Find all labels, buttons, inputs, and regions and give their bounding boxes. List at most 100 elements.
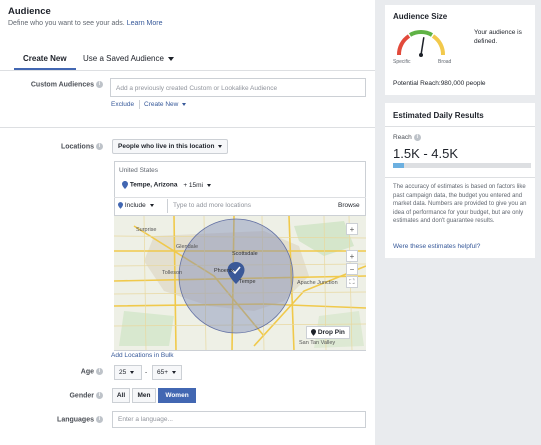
languages-label: Languages i [13, 416, 103, 423]
zoom-in-button[interactable]: + [346, 250, 358, 262]
gauge-yellow-segment [431, 34, 445, 56]
gender-label-text: Gender [69, 392, 94, 400]
location-city: Tempe, Arizona [129, 181, 178, 189]
location-entry[interactable]: Tempe, Arizona + 15mi [122, 181, 212, 189]
gauge-red-segment [397, 34, 411, 56]
audience-size-title: Audience Size [393, 12, 448, 21]
info-icon[interactable]: i [96, 81, 103, 88]
reach-value: 1.5K - 4.5K [393, 146, 459, 161]
reach-bar-fill [393, 163, 405, 168]
location-filter-label: People who live in this location [118, 143, 215, 150]
audience-title: Audience [8, 6, 51, 17]
zoom-out-button[interactable]: − [346, 263, 358, 275]
languages-input[interactable]: Enter a language... [112, 411, 366, 428]
location-map[interactable]: Surprise Glendale Scottsdale Phoenix Tem… [114, 215, 366, 350]
chevron-down-icon [218, 144, 223, 148]
create-new-dropdown[interactable]: Create New [144, 101, 187, 108]
locations-label-text: Locations [60, 143, 94, 151]
daily-results-title: Estimated Daily Results [393, 111, 484, 120]
daily-results-card: Estimated Daily Results Reach i 1.5K - 4.… [385, 103, 535, 258]
tab-use-saved-audience-label: Use a Saved Audience [83, 54, 164, 63]
gauge-green-segment [409, 30, 433, 37]
location-radius: + 15mi [183, 181, 204, 189]
map-label-surprise: Surprise [136, 227, 157, 233]
browse-button[interactable]: Browse [338, 202, 360, 209]
location-filter-dropdown[interactable]: People who live in this location [112, 139, 229, 154]
gender-label: Gender i [13, 392, 103, 399]
location-search-input[interactable]: Type to add more locations [173, 202, 252, 209]
age-min-value: 25 [119, 369, 127, 376]
exclude-link[interactable]: Exclude [111, 101, 135, 108]
include-dropdown[interactable]: Include [118, 202, 154, 209]
estimates-disclaimer: The accuracy of estimates is based on fa… [393, 184, 527, 224]
info-icon[interactable]: i [96, 392, 103, 399]
tab-use-saved-audience[interactable]: Use a Saved Audience [83, 54, 174, 63]
info-icon[interactable]: i [96, 416, 103, 423]
map-label-san-tan-valley: San Tan Valley [299, 340, 336, 346]
include-separator [167, 199, 168, 213]
audience-panel: Audience Define who you want to see your… [0, 0, 375, 445]
gauge-needle [420, 37, 425, 56]
reach-label-text: Reach [393, 134, 412, 142]
map-label-apache-junction: Apache Junction [297, 280, 338, 286]
audience-size-description: Your audience is defined. [474, 29, 522, 45]
daily-results-divider [385, 126, 535, 127]
gender-option-women[interactable]: Women [158, 388, 196, 403]
fullscreen-button[interactable]: ⛶ [346, 276, 358, 288]
chevron-down-icon [182, 102, 187, 106]
location-pin-icon [227, 262, 245, 284]
gauge-specific-label: Specific [393, 59, 411, 65]
learn-more-link[interactable]: Learn More [126, 20, 163, 27]
audience-subtitle: Define who you want to see your ads. Lea… [8, 20, 162, 27]
age-max-select[interactable]: 65+ [152, 365, 182, 380]
locations-label: Locations i [13, 143, 103, 150]
map-pin-icon [122, 181, 128, 189]
tab-create-new[interactable]: Create New [23, 54, 67, 63]
chevron-down-icon [207, 183, 212, 187]
custom-audiences-input[interactable]: Add a previously created Custom or Looka… [110, 78, 366, 97]
chevron-down-icon [167, 56, 174, 61]
chevron-down-icon [149, 204, 154, 207]
map-label-phoenix: Phoenix [214, 268, 234, 274]
location-divider [114, 197, 366, 198]
map-label-tolleson: Tolleson [162, 270, 183, 276]
chevron-down-icon [130, 370, 135, 374]
potential-reach: Potential Reach:980,000 people [393, 80, 486, 87]
gender-option-all[interactable]: All [112, 388, 130, 403]
custom-audiences-label: Custom Audiences i [13, 81, 103, 88]
map-pin-icon [118, 202, 123, 209]
age-min-select[interactable]: 25 [114, 365, 142, 380]
drop-pin-button[interactable]: Drop Pin [306, 326, 350, 340]
daily-results-divider-2 [385, 177, 535, 178]
map-pin-icon [311, 329, 316, 336]
audience-size-card: Audience Size Specific Broad Your audien… [385, 5, 535, 95]
age-label: Age i [13, 368, 103, 375]
age-label-text: Age [80, 368, 94, 376]
age-max-value: 65+ [157, 369, 169, 376]
link-separator [139, 100, 140, 109]
map-add-button[interactable]: + [346, 223, 358, 235]
tabs-divider [0, 70, 375, 71]
section-divider [0, 127, 375, 128]
map-canvas [114, 216, 366, 350]
audience-gauge [397, 30, 445, 57]
chevron-down-icon [172, 370, 177, 374]
country-label: United States [119, 167, 159, 174]
add-locations-bulk-link[interactable]: Add Locations in Bulk [111, 352, 174, 359]
gauge-broad-label: Broad [438, 59, 452, 65]
audience-subtitle-text: Define who you want to see your ads. [8, 20, 125, 27]
languages-label-text: Languages [57, 416, 94, 424]
drop-pin-label: Drop Pin [317, 329, 345, 337]
create-new-label: Create New [144, 101, 179, 108]
estimates-helpful-link[interactable]: Were these estimates helpful? [393, 243, 481, 250]
gender-option-men[interactable]: Men [132, 388, 156, 403]
include-label: Include [124, 202, 146, 210]
active-tab-indicator [14, 68, 76, 70]
map-label-glendale: Glendale [176, 244, 199, 250]
info-icon[interactable]: i [96, 143, 103, 150]
info-icon[interactable]: i [96, 368, 103, 375]
map-label-tempe: Tempe [239, 279, 256, 285]
age-dash: - [145, 369, 148, 376]
info-icon[interactable]: i [413, 134, 421, 141]
reach-bar-track [393, 163, 531, 168]
